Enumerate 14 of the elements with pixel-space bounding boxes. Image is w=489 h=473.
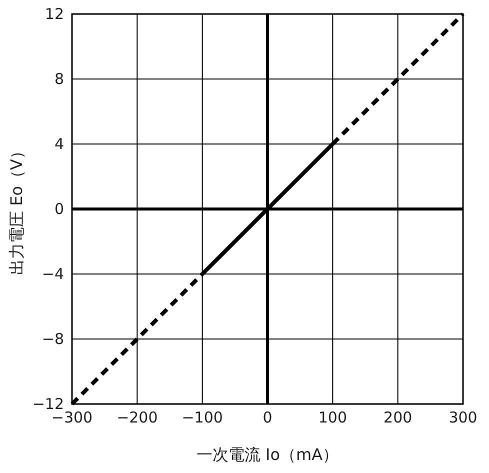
y-axis-title: 出力電圧 Eo（V） — [7, 143, 26, 275]
x-tick-label: −200 — [116, 408, 158, 427]
y-tick-label: −8 — [42, 330, 64, 348]
y-tick-label: 12 — [44, 4, 64, 23]
x-tick-label: 100 — [318, 408, 347, 427]
y-tick-label: 0 — [54, 200, 64, 218]
y-tick-label: −4 — [42, 264, 64, 283]
y-tick-label: 8 — [54, 70, 64, 88]
x-axis-title: 一次電流 Io（mA） — [196, 445, 339, 464]
x-tick-label: 200 — [384, 408, 412, 427]
x-tick-label: 0 — [262, 408, 272, 427]
x-tick-label: −100 — [182, 408, 223, 427]
y-tick-label: 4 — [54, 134, 64, 153]
x-tick-label: 300 — [448, 408, 478, 427]
